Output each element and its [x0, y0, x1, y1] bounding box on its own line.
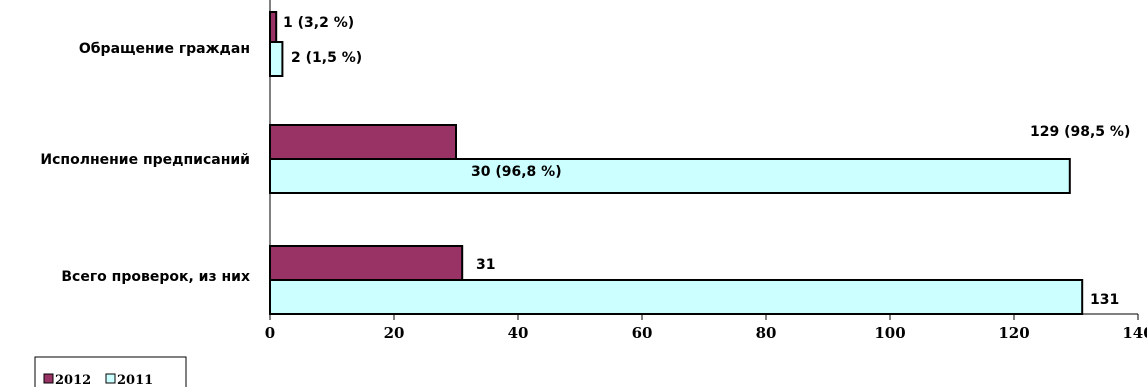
bar-2012-total-inspections [269, 245, 464, 281]
data-label-2011-citizen-appeals: 2 (1,5 %) [291, 50, 362, 66]
bar-2011-order-execution [269, 158, 1071, 194]
x-tick-label-40: 40 [508, 324, 529, 342]
category-label-order-execution: Исполнение предписаний [40, 152, 250, 168]
x-tick-label-100: 100 [874, 324, 905, 342]
category-label-citizen-appeals: Обращение граждан [79, 41, 250, 57]
x-tick-label-120: 120 [998, 324, 1029, 342]
legend-label-2011: 2011 [117, 373, 153, 387]
bar-2012-citizen-appeals [269, 11, 278, 43]
bars-layer [269, 11, 1084, 315]
legend-label-2012: 2012 [55, 373, 91, 387]
x-tick-label-140: 140 [1122, 324, 1147, 342]
data-label-2012-citizen-appeals: 1 (3,2 %) [283, 15, 354, 31]
data-label-2011-total-inspections: 131 [1090, 292, 1119, 308]
data-label-2012-total-inspections: 31 [476, 257, 495, 273]
x-tick-label-80: 80 [756, 324, 777, 342]
data-label-2012-order-execution: 30 (96,8 %) [471, 164, 562, 180]
legend-swatch-2011 [105, 373, 116, 384]
labels-layer: Обращение граждан 1 (3,2 %) 2 (1,5 %) Испол… [40, 15, 1130, 308]
bar-2012-order-execution [269, 124, 457, 160]
bar-2011-citizen-appeals [269, 41, 284, 77]
x-tick-label-20: 20 [384, 324, 405, 342]
legend-swatch-2012 [43, 373, 54, 384]
category-label-total-inspections: Всего проверок, из них [61, 269, 250, 285]
x-tick-label-60: 60 [632, 324, 653, 342]
bar-2011-total-inspections [269, 279, 1084, 315]
x-tick-label-0: 0 [265, 324, 275, 342]
x-axis: 0 20 40 60 80 100 120 140 [265, 0, 1147, 342]
data-label-2011-order-execution: 129 (98,5 %) [1030, 124, 1130, 140]
legend: 2012 2011 [34, 356, 187, 387]
